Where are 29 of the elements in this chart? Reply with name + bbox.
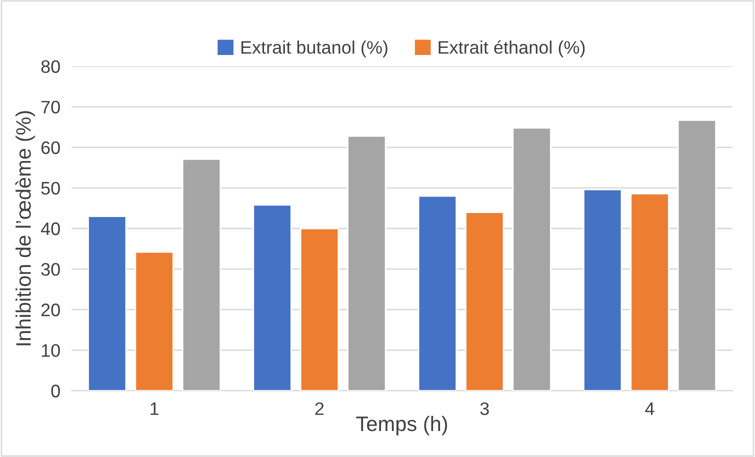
- y-tick-label: 40: [40, 222, 60, 236]
- bar: [252, 204, 292, 391]
- y-tick-label: 30: [41, 262, 60, 276]
- y-tick-label: 0: [51, 384, 60, 398]
- bar: [418, 195, 457, 391]
- x-tick-label: 2: [315, 402, 324, 415]
- bar: [512, 127, 552, 391]
- bar: [465, 212, 504, 391]
- legend-label: Extrait éthanol (%): [438, 40, 585, 58]
- y-axis-title: Inhibition de l’œdème (%): [15, 111, 35, 346]
- x-tick-label: 3: [480, 402, 489, 416]
- x-tick-label: 1: [150, 402, 158, 415]
- bar: [347, 135, 386, 391]
- y-tick-label: 70: [41, 100, 60, 114]
- y-tick-label: 60: [41, 141, 60, 154]
- bar: [88, 216, 127, 391]
- x-tick-label: 4: [645, 402, 654, 415]
- y-tick-label: 80: [41, 60, 60, 73]
- y-tick-label: 10: [42, 344, 60, 357]
- bar: [630, 192, 670, 391]
- bar: [134, 251, 174, 391]
- legend-label: Extrait butanol (%): [241, 40, 388, 58]
- bar: [182, 158, 222, 391]
- y-tick-label: 50: [41, 182, 60, 195]
- bar: [583, 188, 622, 391]
- bar: [677, 120, 717, 391]
- y-tick-label: 20: [41, 304, 60, 316]
- x-axis-title: Temps (h): [356, 416, 448, 436]
- bar: [300, 228, 340, 391]
